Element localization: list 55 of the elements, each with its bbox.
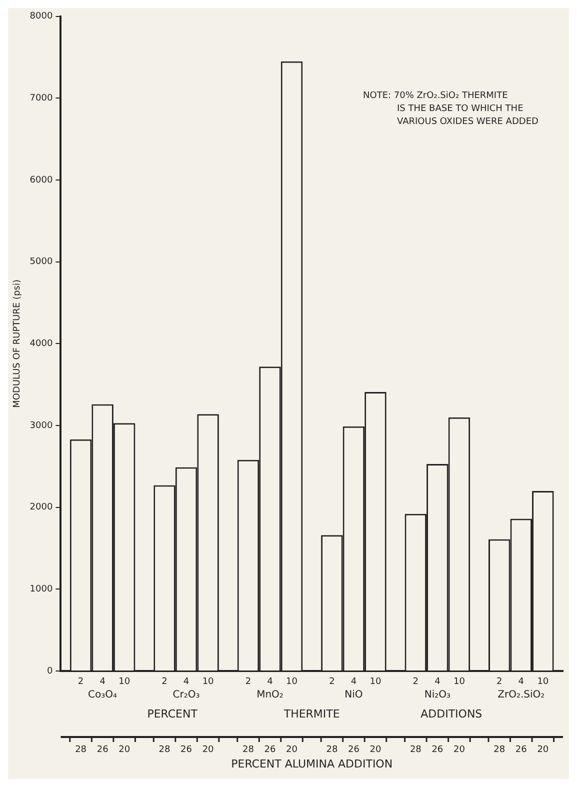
text: 10 bbox=[370, 676, 382, 687]
text: 20 bbox=[453, 744, 465, 755]
x-tick-label: Co₃O₄ bbox=[88, 690, 118, 701]
y-tick-label: 7000 bbox=[30, 94, 53, 104]
text: 4 bbox=[183, 676, 190, 687]
text: 26 bbox=[96, 744, 109, 755]
series-label: 2 bbox=[78, 676, 84, 687]
annotation: NOTE: 70% ZrO₂.SiO₂ THERMITE IS THE BASE TO WHICH THE VARIOUS OXIDES WERE ADDED bbox=[363, 91, 538, 128]
y-tick-label: 6000 bbox=[30, 175, 53, 186]
y-tick-label: 4000 bbox=[30, 339, 53, 350]
y-tick-label: 1000 bbox=[30, 584, 53, 595]
text: 20 bbox=[202, 744, 214, 755]
text: 28 bbox=[75, 744, 87, 755]
text: 26 bbox=[264, 744, 276, 755]
text: 4 bbox=[350, 676, 357, 687]
x-tick-label: Ni₂O₃ bbox=[424, 690, 451, 701]
text: 4 bbox=[518, 676, 524, 687]
text: 26 bbox=[432, 744, 444, 755]
text: 26 bbox=[348, 744, 360, 755]
text: PERCENT ALUMINA ADDITION bbox=[231, 757, 393, 770]
x-tick-label: MnO₂ bbox=[256, 690, 284, 701]
text: 10 bbox=[286, 676, 298, 687]
text: 2 bbox=[245, 676, 252, 687]
y-axis-title: MODULUS OF RUPTURE (psi) bbox=[12, 280, 23, 408]
y-tick-label: 8000 bbox=[30, 12, 53, 22]
text: 10 bbox=[537, 676, 549, 687]
y-tick-label: 3000 bbox=[30, 420, 53, 431]
text: 10 bbox=[453, 676, 465, 687]
text: 26 bbox=[180, 744, 192, 755]
text: 4 bbox=[434, 676, 440, 687]
series-label: 4 bbox=[100, 676, 106, 687]
text: 4 bbox=[267, 676, 273, 687]
text: 26 bbox=[515, 744, 527, 755]
text: 20 bbox=[370, 744, 382, 755]
text: 10 bbox=[202, 676, 214, 687]
text: 28 bbox=[494, 744, 506, 755]
y-tick-label: 2000 bbox=[30, 502, 53, 513]
y-tick-label: 5000 bbox=[30, 257, 53, 268]
text: 28 bbox=[410, 744, 422, 755]
y-tick-label: 0 bbox=[46, 666, 53, 676]
series-label: 10 bbox=[118, 676, 130, 687]
x-tick-label: ZrO₂.SiO₂ bbox=[498, 690, 545, 701]
text: PERCENT THERMITE ADDITIONS bbox=[147, 707, 482, 720]
text: 20 bbox=[537, 744, 549, 755]
x-tick-label: NiO bbox=[344, 690, 363, 701]
text: 28 bbox=[158, 744, 170, 755]
text: 20 bbox=[118, 744, 130, 755]
text: 28 bbox=[326, 744, 338, 755]
text: 2 bbox=[412, 676, 419, 687]
text: 2 bbox=[496, 676, 502, 687]
text: 2 bbox=[162, 676, 168, 687]
text: 28 bbox=[242, 744, 254, 755]
text: 2 bbox=[329, 676, 335, 687]
text: 20 bbox=[286, 744, 298, 755]
x-tick-label: Cr₂O₃ bbox=[172, 690, 200, 701]
